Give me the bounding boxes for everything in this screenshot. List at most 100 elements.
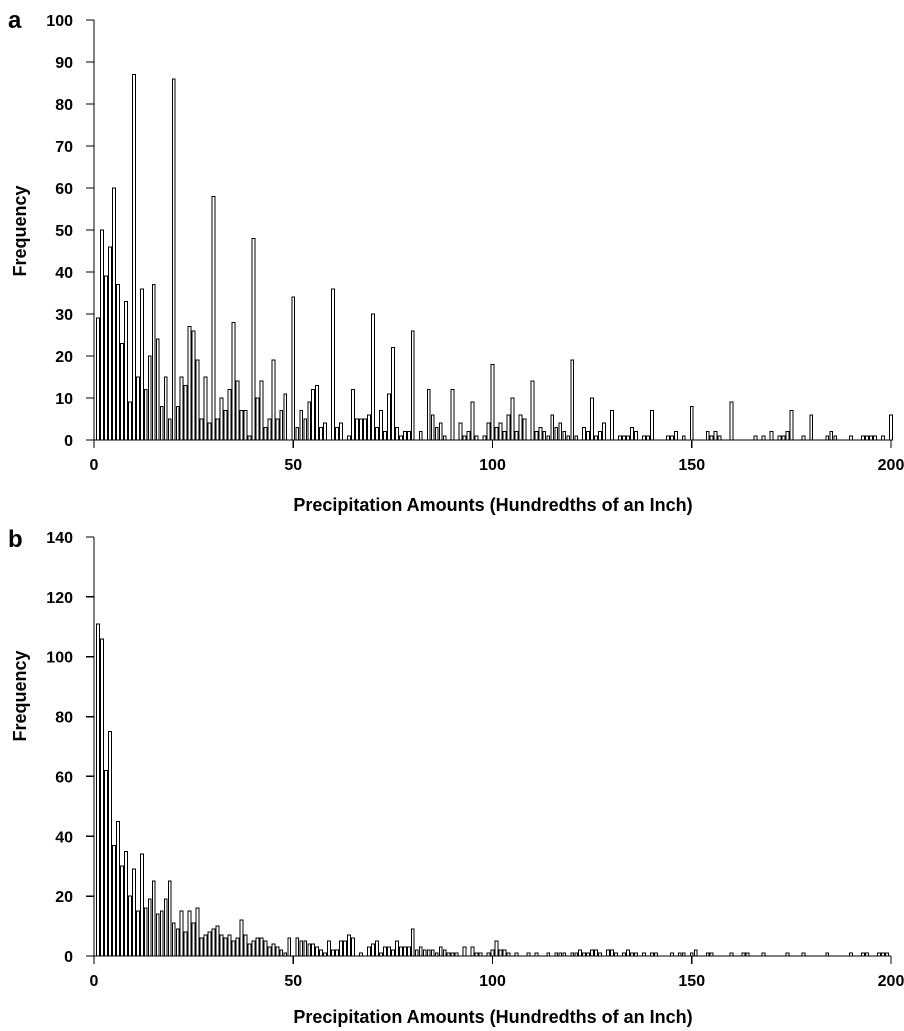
bar xyxy=(355,418,359,441)
bar xyxy=(502,431,507,441)
y-tick-label: 80 xyxy=(55,97,73,114)
bar xyxy=(398,946,403,957)
bar xyxy=(147,355,152,441)
bar xyxy=(239,410,244,441)
bar xyxy=(606,949,611,957)
bar xyxy=(104,769,108,957)
bar xyxy=(175,928,180,957)
bar xyxy=(223,937,228,957)
bar xyxy=(562,431,567,441)
bar xyxy=(227,389,232,441)
bar xyxy=(789,410,794,441)
bar xyxy=(167,880,172,957)
y-tick-label: 60 xyxy=(55,769,73,786)
bar xyxy=(283,393,288,441)
bar xyxy=(119,865,124,957)
bar xyxy=(331,288,336,441)
bar xyxy=(251,237,256,441)
bar xyxy=(462,946,467,957)
bar xyxy=(590,949,595,957)
bar xyxy=(215,418,220,441)
bar xyxy=(375,940,379,957)
bar xyxy=(255,937,260,957)
bar xyxy=(602,422,607,441)
bar xyxy=(311,943,316,957)
bar xyxy=(434,426,439,441)
bar xyxy=(542,431,547,441)
y-tick-label: 0 xyxy=(64,433,73,450)
bar xyxy=(335,949,340,957)
bar xyxy=(235,380,240,441)
bar xyxy=(127,401,132,441)
bar xyxy=(534,431,539,441)
bar xyxy=(490,363,495,441)
bar xyxy=(498,949,503,957)
bar xyxy=(590,397,595,441)
bar xyxy=(458,422,463,441)
bar xyxy=(335,426,340,441)
bar xyxy=(570,359,575,441)
bar xyxy=(263,940,268,957)
bar xyxy=(175,405,180,441)
bar xyxy=(610,410,614,441)
bar xyxy=(319,426,324,441)
bar xyxy=(243,934,248,957)
bar xyxy=(151,284,156,441)
panel-b-xlabel: Precipitation Amounts (Hundredths of an … xyxy=(293,1007,692,1027)
bar xyxy=(386,946,391,957)
bar xyxy=(115,820,120,957)
bar xyxy=(299,410,304,441)
bar xyxy=(713,431,718,441)
bar xyxy=(339,940,344,957)
x-tick-label: 200 xyxy=(878,973,904,990)
bar xyxy=(155,913,160,957)
bar xyxy=(323,422,328,441)
y-tick-label: 40 xyxy=(55,829,73,846)
bar xyxy=(450,389,455,441)
bar xyxy=(829,431,834,441)
bar xyxy=(418,431,423,441)
bar xyxy=(490,949,495,957)
bar xyxy=(275,418,280,441)
bar xyxy=(255,397,260,441)
bar xyxy=(135,376,140,441)
bar xyxy=(127,895,132,957)
bar xyxy=(187,326,192,441)
bar xyxy=(143,389,148,441)
bar xyxy=(343,940,347,957)
bar xyxy=(171,78,176,441)
bar xyxy=(147,898,152,957)
bar xyxy=(104,275,108,441)
bar xyxy=(598,431,603,441)
panel-a-xlabel: Precipitation Amounts (Hundredths of an … xyxy=(293,495,692,515)
bar xyxy=(303,418,308,441)
panel-b: b Frequency Precipitation Amounts (Hundr… xyxy=(8,526,904,1027)
bar xyxy=(111,844,116,957)
bar xyxy=(351,389,355,441)
bar xyxy=(279,410,284,441)
bar xyxy=(96,317,100,441)
bar xyxy=(410,928,415,957)
bar xyxy=(418,946,423,957)
bar xyxy=(259,380,264,441)
bar xyxy=(494,940,499,957)
bar xyxy=(231,321,236,441)
bar xyxy=(506,414,511,441)
bar xyxy=(315,946,320,957)
bar xyxy=(406,946,411,957)
bar xyxy=(111,187,116,441)
bar xyxy=(123,850,128,957)
bar xyxy=(108,246,112,441)
bar xyxy=(163,898,168,957)
bar xyxy=(307,943,312,957)
bar xyxy=(538,426,543,441)
bar xyxy=(554,426,559,441)
bar xyxy=(367,414,371,441)
bar xyxy=(438,422,443,441)
bar xyxy=(394,940,399,957)
bar xyxy=(191,330,196,441)
bar xyxy=(414,949,419,957)
bar xyxy=(251,940,256,957)
panel-b-ylabel: Frequency xyxy=(10,650,30,741)
bar xyxy=(139,288,144,441)
